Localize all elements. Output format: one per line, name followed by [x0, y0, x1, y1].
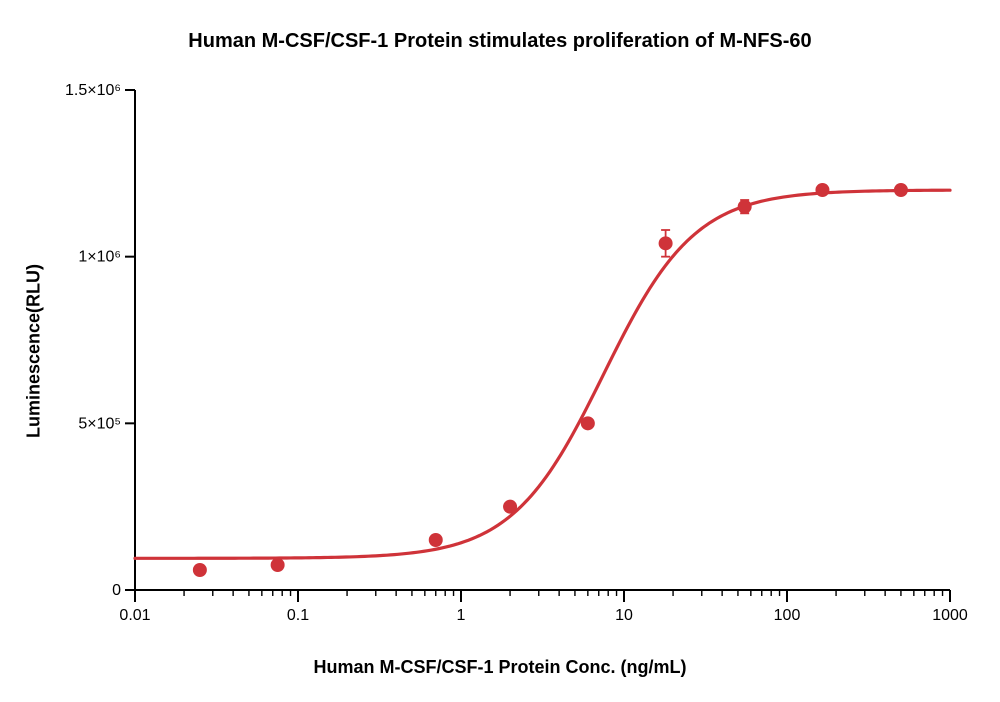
data-point — [429, 533, 443, 547]
data-point — [581, 416, 595, 430]
data-point — [271, 558, 285, 572]
chart-svg: 0 5×10⁵ 1×10⁶ 1.5×10⁶ 0.01 0.1 1 10 100 1000 — [0, 0, 1000, 702]
svg-text:5×10⁵: 5×10⁵ — [78, 415, 121, 432]
svg-text:1.5×10⁶: 1.5×10⁶ — [65, 82, 121, 99]
data-point — [738, 200, 752, 214]
svg-text:1×10⁶: 1×10⁶ — [78, 249, 121, 266]
chart-title: Human M-CSF/CSF-1 Protein stimulates pro… — [0, 30, 1000, 53]
data-point — [894, 183, 908, 197]
data-point — [659, 236, 673, 250]
data-point — [193, 563, 207, 577]
svg-text:10: 10 — [615, 607, 633, 624]
x-axis-label: Human M-CSF/CSF-1 Protein Conc. (ng/mL) — [0, 657, 1000, 678]
svg-text:1000: 1000 — [932, 607, 968, 624]
chart-container: Human M-CSF/CSF-1 Protein stimulates pro… — [0, 0, 1000, 702]
data-point — [815, 183, 829, 197]
fit-curve — [135, 190, 950, 558]
svg-text:0: 0 — [112, 582, 121, 599]
svg-text:100: 100 — [774, 607, 801, 624]
y-axis-label: Luminescence(RLU) — [24, 264, 45, 438]
data-point — [503, 500, 517, 514]
svg-text:0.1: 0.1 — [287, 607, 309, 624]
svg-text:0.01: 0.01 — [119, 607, 150, 624]
svg-text:1: 1 — [457, 607, 466, 624]
